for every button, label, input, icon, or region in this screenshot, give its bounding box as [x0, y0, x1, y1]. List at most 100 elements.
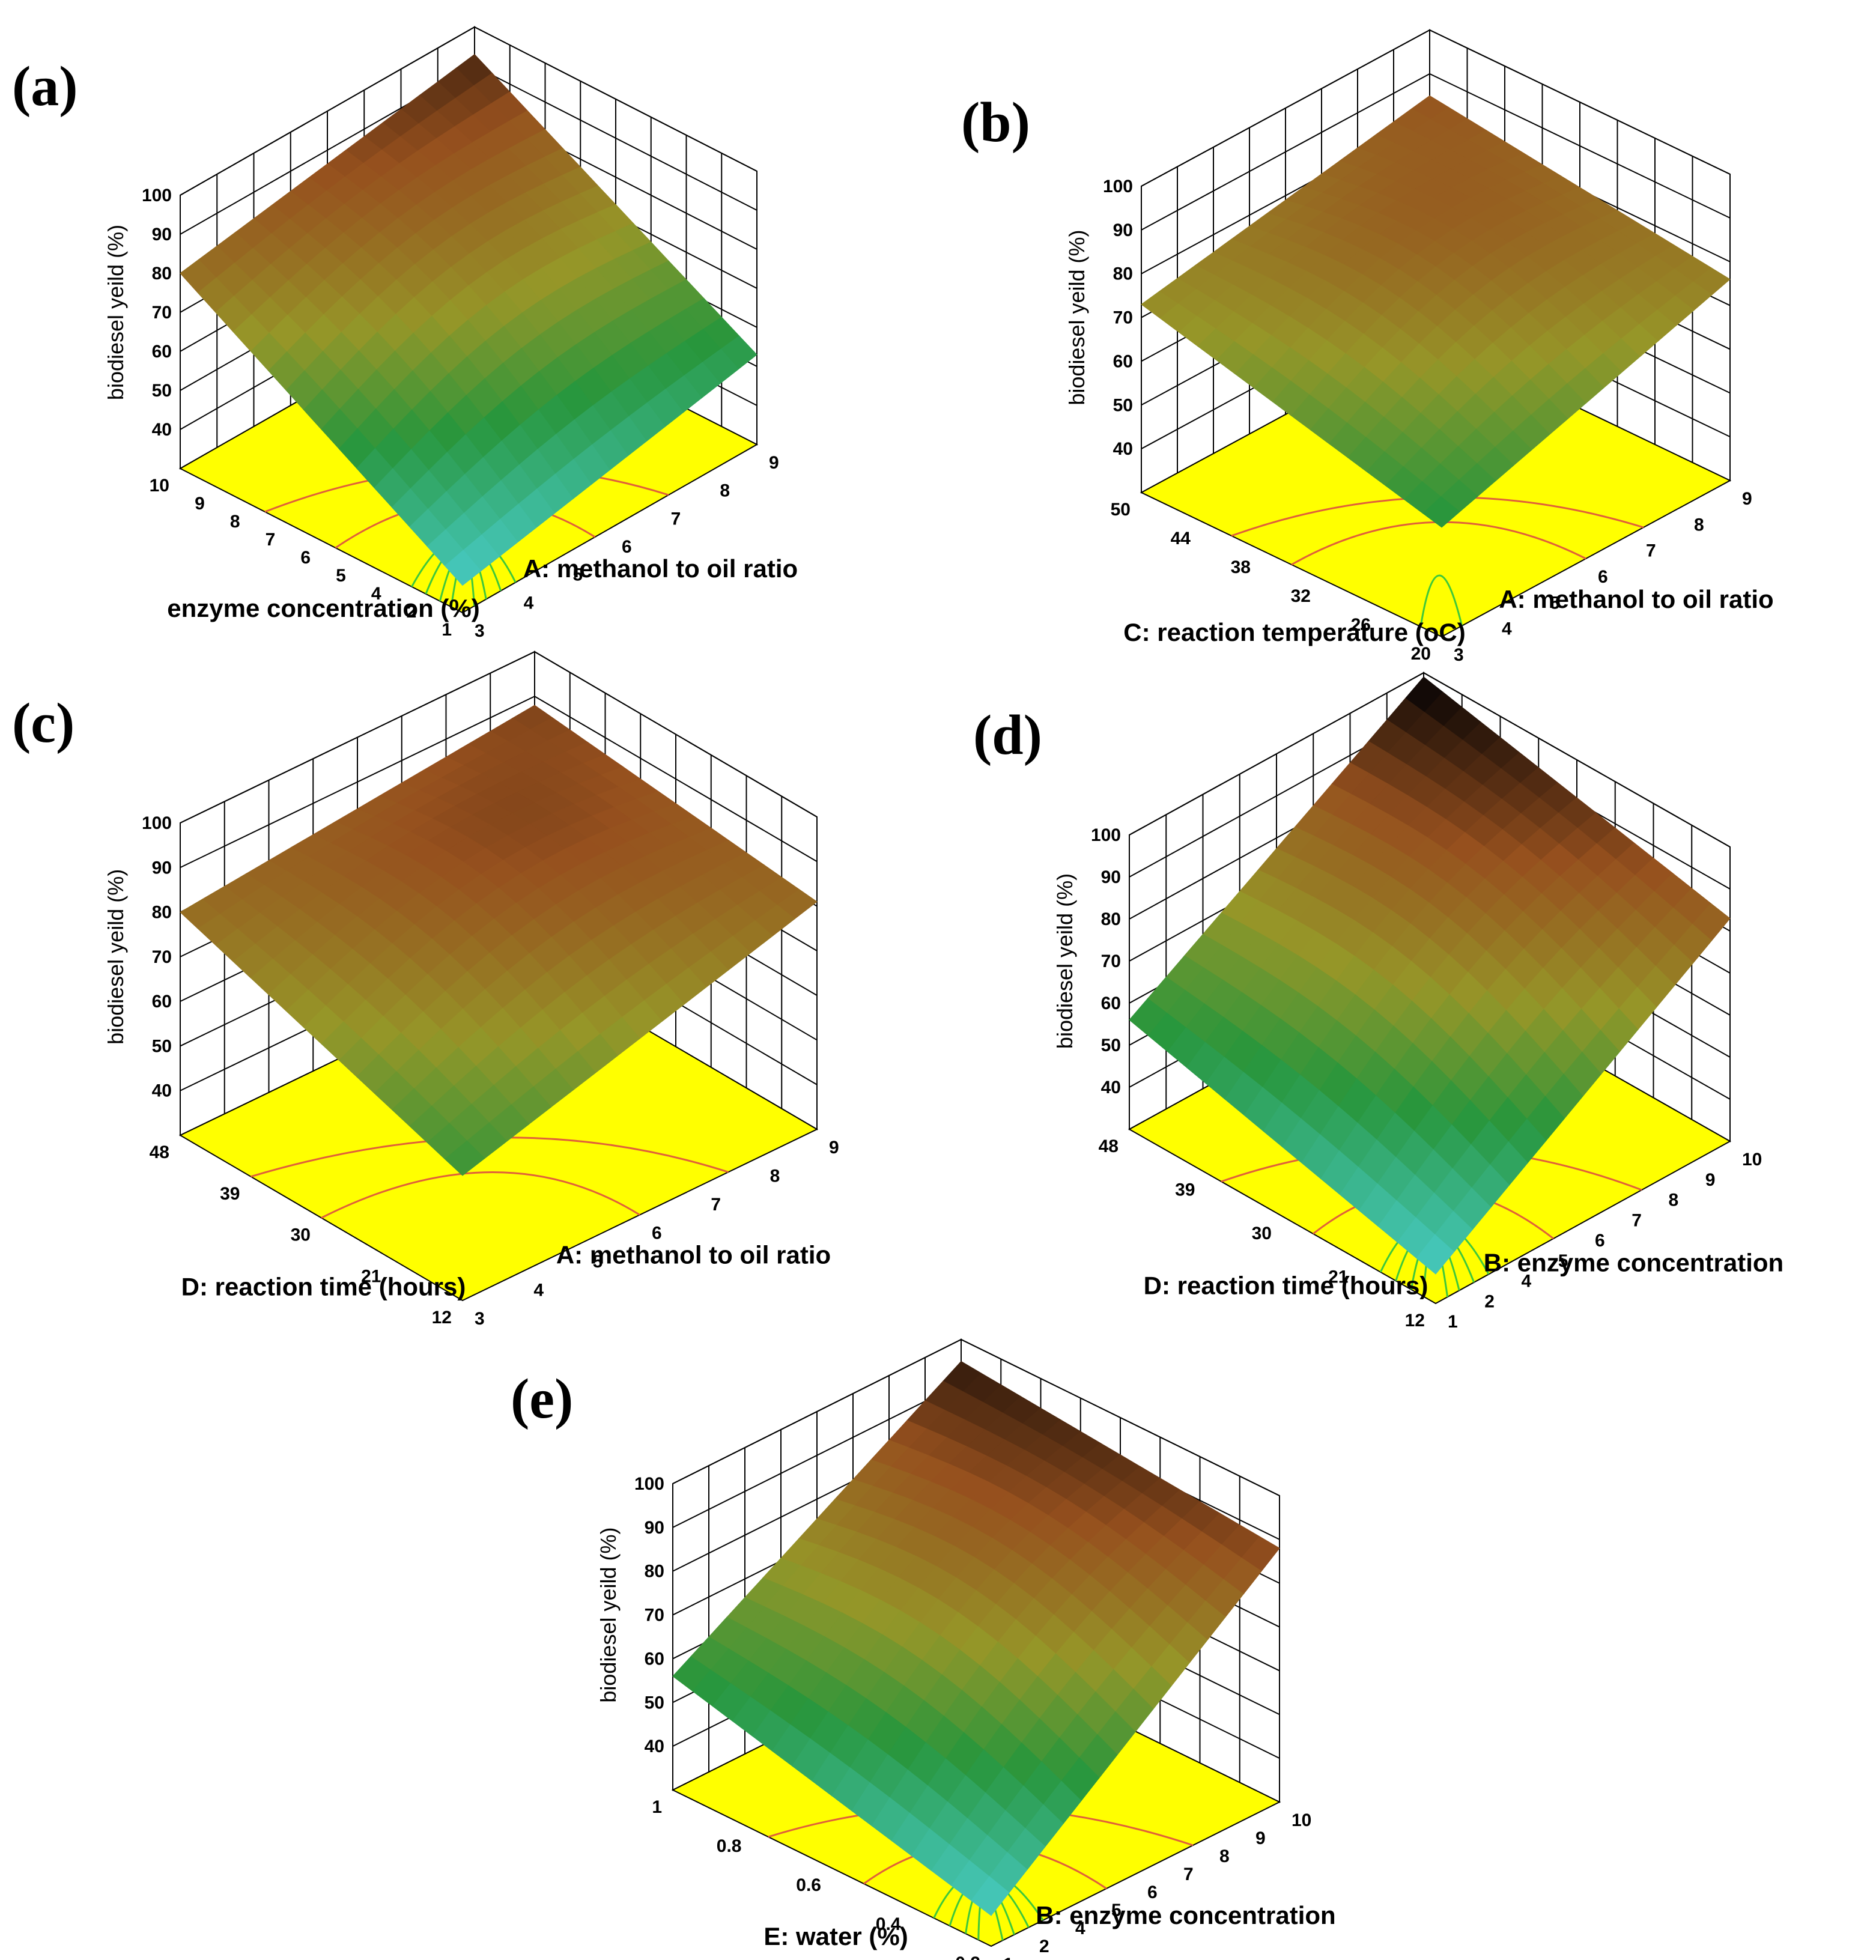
y-tick-label: 48	[150, 1142, 169, 1162]
surface-cell	[1422, 496, 1460, 528]
z-tick-label: 80	[1101, 909, 1121, 929]
z-tick-label: 50	[152, 1036, 172, 1056]
x-tick-label: 2	[1039, 1937, 1049, 1956]
z-tick-label: 70	[1113, 308, 1133, 328]
x-tick-label: 4	[1502, 619, 1512, 639]
z-tick-label: 90	[1113, 220, 1133, 240]
y-tick-label: 0.2	[955, 1953, 980, 1960]
z-tick-label: 40	[1113, 439, 1133, 459]
x-tick-label: 8	[770, 1167, 780, 1186]
x-tick-label: 8	[1694, 515, 1704, 535]
x-tick-label: 8	[1669, 1191, 1679, 1210]
surface-cell	[1416, 1234, 1455, 1275]
z-tick-label: 100	[1103, 177, 1133, 196]
z-tick-labels: 40 50 60 70 80 90 100	[1091, 825, 1121, 1097]
x-tick-label: 8	[1219, 1846, 1230, 1866]
y-tick-label: 30	[291, 1225, 311, 1245]
y-tick-label: 38	[1231, 557, 1251, 577]
z-tick-labels: 40 50 60 70 80 90 100	[634, 1474, 664, 1756]
y-tick-label: 9	[195, 494, 205, 514]
y-tick-labels: 1 2 4 5 6 7 8 9 10	[150, 476, 452, 640]
surface-cell	[444, 1140, 485, 1176]
z-tick-label: 40	[152, 1081, 172, 1101]
y-tick-label: 32	[1291, 586, 1311, 606]
x-tick-label: 3	[475, 621, 485, 641]
x-tick-label: 6	[1595, 1231, 1605, 1251]
panel-label: (b)	[961, 91, 1030, 154]
z-tick-label: 100	[142, 186, 172, 205]
x-tick-label: 5	[593, 1252, 603, 1272]
z-tick-labels: 40 50 60 70 80 90 100	[1103, 177, 1133, 459]
x-tick-label: 9	[1705, 1170, 1716, 1190]
x-tick-label: 6	[1598, 567, 1608, 587]
z-tick-label: 90	[152, 858, 172, 878]
x-axis-title: B: enzyme concentration	[1036, 1901, 1335, 1929]
x-axis-title: B: enzyme concentration	[1484, 1249, 1783, 1277]
z-tick-label: 50	[1113, 395, 1133, 415]
x-tick-label: 5	[572, 565, 583, 585]
z-tick-label: 70	[1101, 951, 1121, 971]
x-tick-label: 9	[1742, 489, 1752, 509]
z-tick-label: 100	[142, 813, 172, 833]
z-tick-label: 70	[152, 303, 172, 323]
x-tick-labels: 3 4 5 6 7 8 9	[1454, 489, 1752, 665]
x-tick-label: 7	[1632, 1210, 1642, 1230]
panel-label: (c)	[12, 692, 74, 754]
z-tick-label: 90	[1101, 867, 1121, 887]
y-tick-labels: 0.2 0.4 0.6 0.8 1	[652, 1797, 980, 1960]
x-tick-label: 8	[720, 481, 730, 501]
x-tick-labels: 1 2 4 5 6 7 8 9 10	[1003, 1810, 1311, 1960]
x-tick-label: 6	[622, 537, 632, 557]
z-tick-label: 60	[1113, 351, 1133, 371]
surface-cell	[971, 1876, 1010, 1916]
z-tick-label: 60	[1101, 994, 1121, 1013]
contour-line	[1419, 574, 1463, 627]
x-tick-labels: 3 4 5 6 7 8 9	[475, 453, 779, 641]
y-tick-label: 10	[150, 476, 169, 496]
y-tick-label: 21	[361, 1266, 381, 1286]
z-tick-label: 100	[634, 1474, 664, 1494]
z-tick-label: 40	[1101, 1078, 1121, 1097]
x-tick-label: 4	[533, 1281, 544, 1300]
z-tick-label: 40	[645, 1737, 664, 1756]
z-tick-label: 70	[645, 1606, 664, 1625]
y-tick-label: 39	[220, 1184, 240, 1204]
x-tick-label: 2	[1484, 1291, 1495, 1311]
x-tick-label: 5	[1558, 1251, 1568, 1271]
z-tick-label: 50	[645, 1693, 664, 1713]
y-tick-label: 2	[407, 602, 417, 622]
panel-label: (e)	[511, 1368, 573, 1430]
x-tick-label: 10	[1292, 1810, 1311, 1830]
y-tick-label: 21	[1328, 1267, 1348, 1287]
y-tick-label: 44	[1171, 529, 1191, 548]
x-tick-label: 6	[652, 1224, 662, 1243]
x-axis-title: A: methanol to oil ratio	[1499, 585, 1773, 613]
z-tick-label: 60	[645, 1649, 664, 1669]
y-tick-label: 12	[1405, 1311, 1425, 1330]
y-tick-label: 1	[442, 620, 452, 640]
z-tick-label: 80	[152, 264, 172, 284]
chart-panel-a: 40 50 60 70 80 90 100 biodiesel yeild (%) 1 2 4 5 6 7…	[12, 26, 798, 641]
panel-label: (d)	[973, 704, 1042, 766]
y-tick-label: 26	[1351, 615, 1371, 635]
y-tick-label: 39	[1175, 1180, 1195, 1200]
z-tick-label: 100	[1091, 825, 1121, 845]
y-tick-label: 6	[300, 548, 311, 568]
z-tick-label: 50	[1101, 1036, 1121, 1055]
y-tick-label: 4	[371, 584, 381, 604]
x-tick-label: 7	[711, 1195, 721, 1215]
y-tick-label: 12	[432, 1308, 452, 1327]
x-tick-label: 7	[1183, 1864, 1194, 1884]
z-tick-label: 80	[1113, 264, 1133, 284]
x-tick-label: 9	[829, 1138, 839, 1157]
x-tick-label: 3	[1454, 645, 1464, 665]
z-tick-label: 60	[152, 342, 172, 362]
y-tick-label: 50	[1111, 500, 1131, 520]
chart-panel-c: 40 50 60 70 80 90 100 biodiesel yeild (%) 12 21 30…	[12, 651, 839, 1329]
z-axis-title: biodiesel yeild (%)	[103, 869, 128, 1045]
y-tick-label: 48	[1099, 1136, 1119, 1156]
contour-line	[321, 1171, 640, 1219]
z-tick-label: 80	[645, 1562, 664, 1582]
